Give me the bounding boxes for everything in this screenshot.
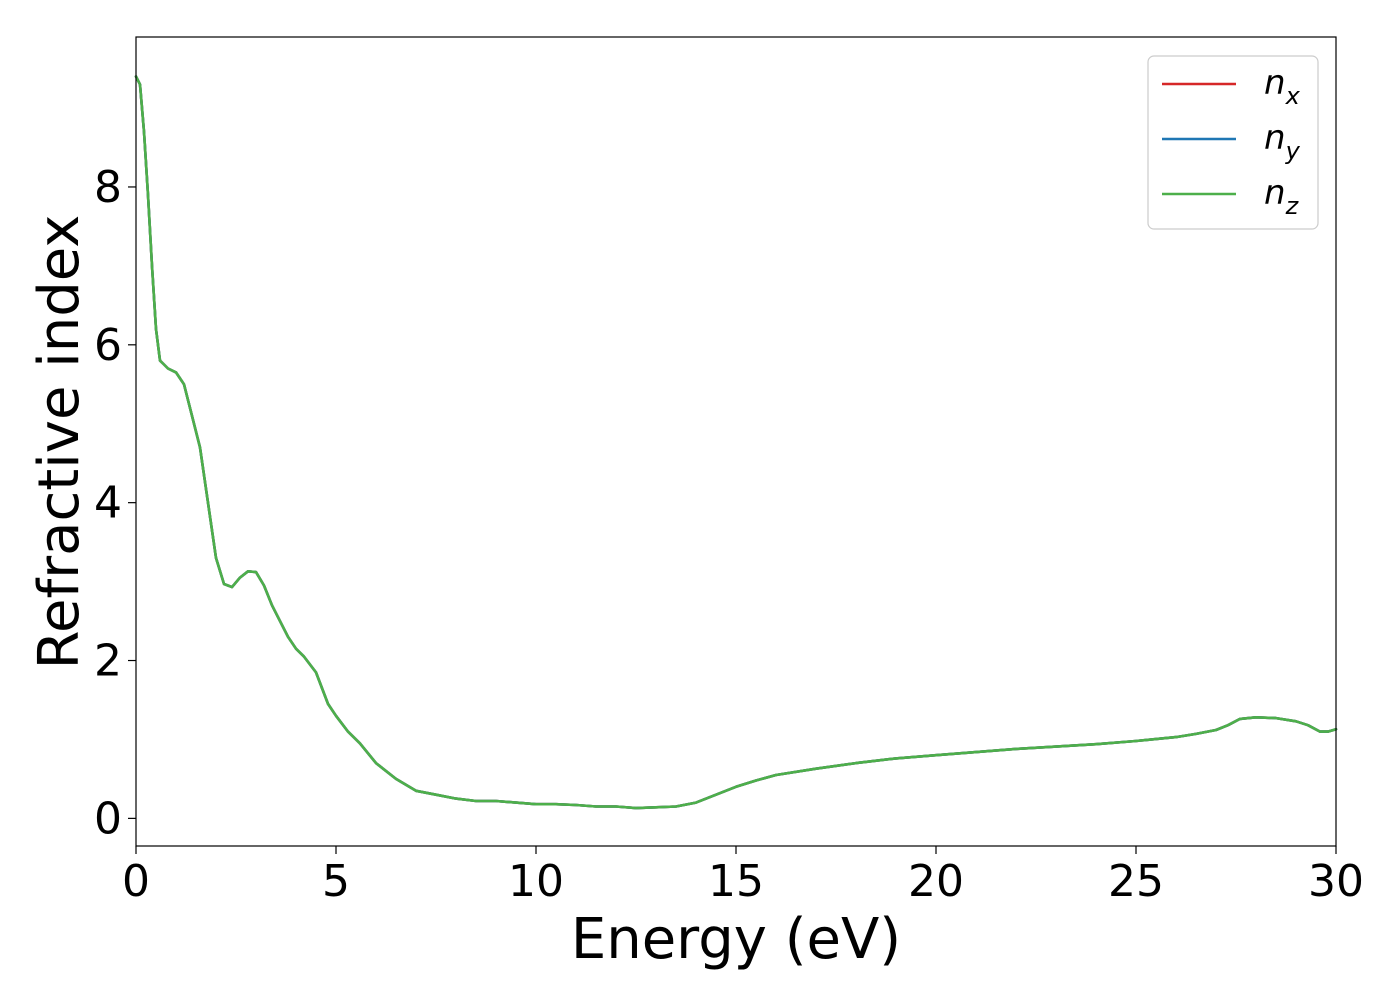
y-tick-label: 0	[94, 793, 122, 844]
legend-label-nx: nx	[1264, 63, 1301, 110]
x-tick-label: 30	[1308, 856, 1364, 907]
x-tick-label: 5	[322, 856, 350, 907]
y-tick-label: 6	[94, 320, 122, 371]
x-tick-label: 10	[508, 856, 564, 907]
x-tick-label: 25	[1108, 856, 1164, 907]
legend: nx ny nz	[1147, 55, 1319, 230]
y-axis-label: Refractive index	[27, 215, 92, 670]
x-tick-label: 20	[908, 856, 964, 907]
x-axis-ticks: 0 5 10 15 20 25 30	[122, 846, 1364, 907]
legend-label-ny: ny	[1264, 118, 1301, 165]
legend-box	[1147, 55, 1319, 230]
x-tick-label: 0	[122, 856, 150, 907]
y-tick-label: 8	[94, 162, 122, 213]
y-axis-ticks: 0 2 4 6 8	[94, 162, 136, 844]
series-line-nz	[134, 75, 1338, 810]
legend-label-nz: nz	[1264, 173, 1300, 220]
y-tick-label: 2	[94, 636, 122, 687]
x-axis-label: Energy (eV)	[571, 907, 901, 972]
x-tick-label: 15	[708, 856, 764, 907]
series-layer	[134, 75, 1338, 810]
y-tick-label: 4	[94, 478, 122, 529]
